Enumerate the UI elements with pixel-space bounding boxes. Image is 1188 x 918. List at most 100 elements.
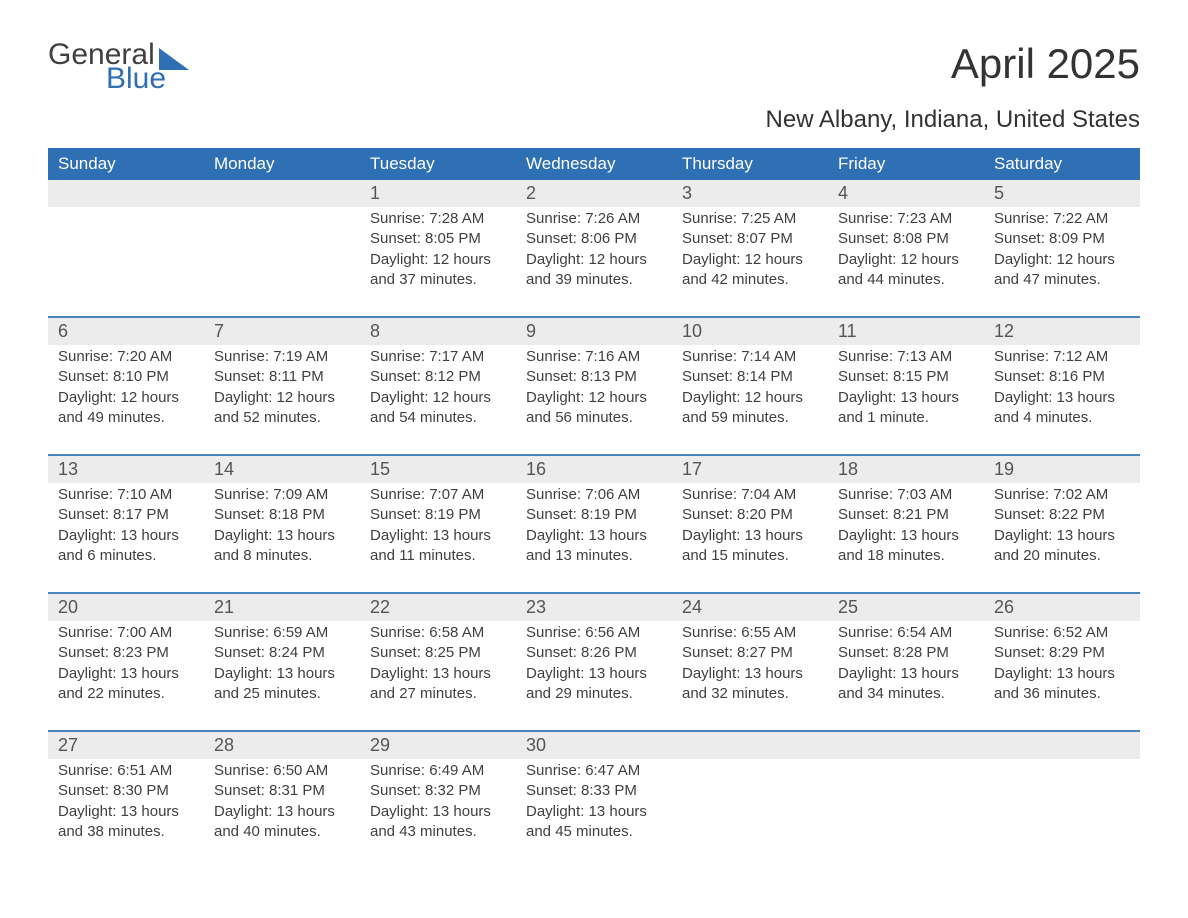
day-number: 14 <box>204 456 360 483</box>
sunrise-text: Sunrise: 6:50 AM <box>214 761 350 781</box>
day-cell: Sunrise: 7:26 AMSunset: 8:06 PMDaylight:… <box>516 207 672 316</box>
daylight-text: Daylight: 13 hours and 43 minutes. <box>370 802 506 843</box>
day-cell <box>204 207 360 316</box>
day-cell: Sunrise: 7:07 AMSunset: 8:19 PMDaylight:… <box>360 483 516 592</box>
sunrise-text: Sunrise: 7:23 AM <box>838 209 974 229</box>
day-cell: Sunrise: 6:56 AMSunset: 8:26 PMDaylight:… <box>516 621 672 730</box>
day-number: 29 <box>360 732 516 759</box>
daylight-text: Daylight: 12 hours and 54 minutes. <box>370 388 506 429</box>
calendar-week: 27282930Sunrise: 6:51 AMSunset: 8:30 PMD… <box>48 730 1140 868</box>
sunset-text: Sunset: 8:11 PM <box>214 367 350 387</box>
daylight-text: Daylight: 13 hours and 4 minutes. <box>994 388 1130 429</box>
sunset-text: Sunset: 8:22 PM <box>994 505 1130 525</box>
sunrise-text: Sunrise: 7:25 AM <box>682 209 818 229</box>
day-cell: Sunrise: 7:04 AMSunset: 8:20 PMDaylight:… <box>672 483 828 592</box>
daylight-text: Daylight: 12 hours and 44 minutes. <box>838 250 974 291</box>
sunset-text: Sunset: 8:19 PM <box>526 505 662 525</box>
sunrise-text: Sunrise: 7:28 AM <box>370 209 506 229</box>
day-number: 8 <box>360 318 516 345</box>
sunrise-text: Sunrise: 7:02 AM <box>994 485 1130 505</box>
day-number <box>672 732 828 759</box>
day-number: 1 <box>360 180 516 207</box>
day-cell: Sunrise: 6:54 AMSunset: 8:28 PMDaylight:… <box>828 621 984 730</box>
daylight-text: Daylight: 13 hours and 27 minutes. <box>370 664 506 705</box>
sunrise-text: Sunrise: 7:13 AM <box>838 347 974 367</box>
sunrise-text: Sunrise: 6:51 AM <box>58 761 194 781</box>
day-cell: Sunrise: 7:00 AMSunset: 8:23 PMDaylight:… <box>48 621 204 730</box>
week-number-row: 20212223242526 <box>48 592 1140 621</box>
col-header: Monday <box>204 148 360 180</box>
sunrise-text: Sunrise: 7:09 AM <box>214 485 350 505</box>
col-header: Sunday <box>48 148 204 180</box>
day-number <box>204 180 360 207</box>
sunrise-text: Sunrise: 7:19 AM <box>214 347 350 367</box>
sunset-text: Sunset: 8:19 PM <box>370 505 506 525</box>
daylight-text: Daylight: 12 hours and 56 minutes. <box>526 388 662 429</box>
sunrise-text: Sunrise: 7:17 AM <box>370 347 506 367</box>
day-cell: Sunrise: 7:23 AMSunset: 8:08 PMDaylight:… <box>828 207 984 316</box>
day-cell: Sunrise: 7:16 AMSunset: 8:13 PMDaylight:… <box>516 345 672 454</box>
day-cell: Sunrise: 7:22 AMSunset: 8:09 PMDaylight:… <box>984 207 1140 316</box>
day-cell: Sunrise: 7:02 AMSunset: 8:22 PMDaylight:… <box>984 483 1140 592</box>
daylight-text: Daylight: 12 hours and 42 minutes. <box>682 250 818 291</box>
calendar-body: 12345Sunrise: 7:28 AMSunset: 8:05 PMDayl… <box>48 180 1140 868</box>
daylight-text: Daylight: 12 hours and 39 minutes. <box>526 250 662 291</box>
day-number: 21 <box>204 594 360 621</box>
day-number: 2 <box>516 180 672 207</box>
sunrise-text: Sunrise: 6:56 AM <box>526 623 662 643</box>
daylight-text: Daylight: 13 hours and 25 minutes. <box>214 664 350 705</box>
sunset-text: Sunset: 8:17 PM <box>58 505 194 525</box>
col-header: Saturday <box>984 148 1140 180</box>
day-number: 16 <box>516 456 672 483</box>
day-number: 24 <box>672 594 828 621</box>
day-cell: Sunrise: 6:47 AMSunset: 8:33 PMDaylight:… <box>516 759 672 868</box>
day-number: 30 <box>516 732 672 759</box>
calendar-week: 6789101112Sunrise: 7:20 AMSunset: 8:10 P… <box>48 316 1140 454</box>
day-number: 20 <box>48 594 204 621</box>
sunrise-text: Sunrise: 6:52 AM <box>994 623 1130 643</box>
sunset-text: Sunset: 8:15 PM <box>838 367 974 387</box>
sunset-text: Sunset: 8:28 PM <box>838 643 974 663</box>
day-cell: Sunrise: 7:10 AMSunset: 8:17 PMDaylight:… <box>48 483 204 592</box>
page-title: April 2025 <box>951 40 1140 88</box>
week-number-row: 12345 <box>48 180 1140 207</box>
day-number: 18 <box>828 456 984 483</box>
sunset-text: Sunset: 8:06 PM <box>526 229 662 249</box>
day-cell: Sunrise: 6:55 AMSunset: 8:27 PMDaylight:… <box>672 621 828 730</box>
day-cell: Sunrise: 7:19 AMSunset: 8:11 PMDaylight:… <box>204 345 360 454</box>
week-body-row: Sunrise: 6:51 AMSunset: 8:30 PMDaylight:… <box>48 759 1140 868</box>
day-number: 26 <box>984 594 1140 621</box>
day-number: 13 <box>48 456 204 483</box>
sunset-text: Sunset: 8:23 PM <box>58 643 194 663</box>
daylight-text: Daylight: 12 hours and 49 minutes. <box>58 388 194 429</box>
week-body-row: Sunrise: 7:20 AMSunset: 8:10 PMDaylight:… <box>48 345 1140 454</box>
week-body-row: Sunrise: 7:28 AMSunset: 8:05 PMDaylight:… <box>48 207 1140 316</box>
day-number: 15 <box>360 456 516 483</box>
sunrise-text: Sunrise: 7:03 AM <box>838 485 974 505</box>
col-header: Wednesday <box>516 148 672 180</box>
sunrise-text: Sunrise: 7:14 AM <box>682 347 818 367</box>
day-number <box>48 180 204 207</box>
day-cell: Sunrise: 6:50 AMSunset: 8:31 PMDaylight:… <box>204 759 360 868</box>
day-number: 17 <box>672 456 828 483</box>
sunset-text: Sunset: 8:13 PM <box>526 367 662 387</box>
sunrise-text: Sunrise: 6:59 AM <box>214 623 350 643</box>
day-cell: Sunrise: 7:14 AMSunset: 8:14 PMDaylight:… <box>672 345 828 454</box>
week-number-row: 27282930 <box>48 730 1140 759</box>
sunset-text: Sunset: 8:10 PM <box>58 367 194 387</box>
day-cell: Sunrise: 7:20 AMSunset: 8:10 PMDaylight:… <box>48 345 204 454</box>
sunset-text: Sunset: 8:26 PM <box>526 643 662 663</box>
sunset-text: Sunset: 8:29 PM <box>994 643 1130 663</box>
day-number: 23 <box>516 594 672 621</box>
sunrise-text: Sunrise: 7:04 AM <box>682 485 818 505</box>
day-number: 12 <box>984 318 1140 345</box>
day-cell: Sunrise: 6:51 AMSunset: 8:30 PMDaylight:… <box>48 759 204 868</box>
day-number: 28 <box>204 732 360 759</box>
calendar-week: 13141516171819Sunrise: 7:10 AMSunset: 8:… <box>48 454 1140 592</box>
daylight-text: Daylight: 13 hours and 36 minutes. <box>994 664 1130 705</box>
col-header: Thursday <box>672 148 828 180</box>
day-cell: Sunrise: 7:25 AMSunset: 8:07 PMDaylight:… <box>672 207 828 316</box>
day-number: 5 <box>984 180 1140 207</box>
sunrise-text: Sunrise: 6:58 AM <box>370 623 506 643</box>
sunset-text: Sunset: 8:12 PM <box>370 367 506 387</box>
